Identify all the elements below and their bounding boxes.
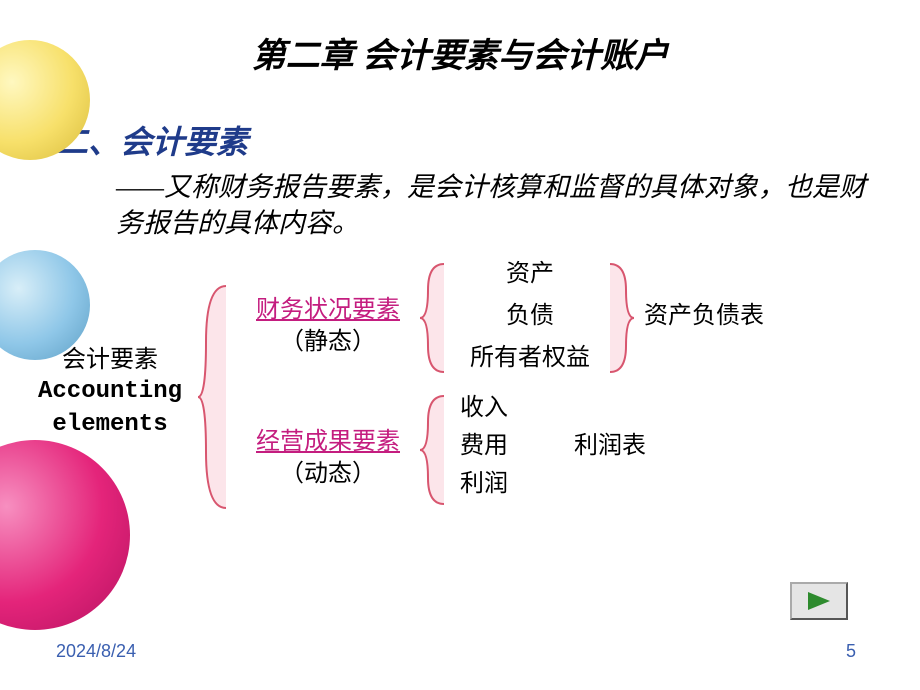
play-icon [806, 590, 832, 612]
branch1-title: 财务状况要素 [238, 294, 418, 326]
branch1-item-3: 所有者权益 [460, 342, 600, 374]
branch1-report: 资产负债表 [644, 300, 804, 332]
brace-branch1-right [606, 260, 636, 380]
branch2-item-3: 利润 [460, 468, 600, 500]
section-heading: 二、会计要素 [56, 117, 920, 163]
branch2-item-1: 收入 [460, 392, 600, 424]
branch2-report: 利润表 [574, 430, 694, 462]
branch1-item-2: 负债 [460, 300, 600, 332]
footer-date: 2024/8/24 [56, 641, 136, 662]
branch2-title: 经营成果要素 [238, 426, 418, 458]
branch2-note: （动态） [238, 458, 418, 490]
root-en2: elements [20, 409, 200, 441]
root-en1: Accounting [20, 376, 200, 408]
root-node: 会计要素 Accounting elements [20, 344, 200, 441]
branch2-node: 经营成果要素 （动态） [238, 426, 418, 491]
root-zh: 会计要素 [20, 344, 200, 376]
footer-page: 5 [846, 641, 856, 662]
page-title: 第二章 会计要素与会计账户 [0, 0, 920, 77]
brace-root [196, 282, 230, 512]
branch1-note: （静态） [238, 326, 418, 358]
branch1-node: 财务状况要素 （静态） [238, 294, 418, 359]
branch1-item-1: 资产 [460, 258, 600, 290]
diagram: 会计要素 Accounting elements 财务状况要素 （静态） 资产 … [0, 264, 920, 544]
brace-branch2 [418, 392, 448, 512]
section-body: ——又称财务报告要素，是会计核算和监督的具体对象，也是财务报告的具体内容。 [116, 169, 880, 242]
next-button[interactable] [790, 582, 848, 620]
brace-branch1 [418, 260, 448, 380]
